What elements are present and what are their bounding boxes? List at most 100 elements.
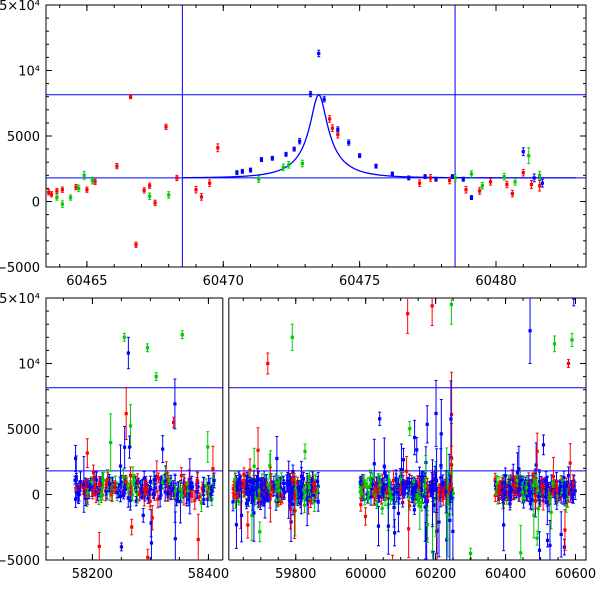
data-point [287,163,291,167]
y-tick-label: 1.5×10⁴ [0,292,40,307]
data-point [416,482,420,487]
data-point-group [68,194,73,201]
data-point [149,541,154,545]
data-point [239,500,243,504]
data-point [445,513,450,517]
data-point [425,537,429,541]
data-point [134,499,138,503]
data-point [444,490,448,494]
data-point [175,176,179,180]
data-point-group [296,479,300,496]
data-point [448,490,452,494]
data-point [239,513,244,517]
data-point [193,498,197,502]
data-point [374,164,378,168]
data-point-group [145,481,149,497]
data-point [532,513,536,517]
data-point [379,495,383,499]
data-point [530,479,534,483]
data-point [142,188,146,192]
data-point-group [421,470,425,483]
data-point [209,492,213,496]
data-point-group [418,179,422,187]
data-point [371,476,375,480]
data-point [216,146,220,150]
x-tick-label: 60600 [555,567,596,582]
data-point [60,188,64,192]
data-point-group [401,484,405,497]
data-point [290,488,294,492]
data-point [375,481,379,485]
data-point [168,492,172,496]
data-point-group [194,185,198,194]
data-point [246,523,250,527]
data-point-group [362,474,366,487]
data-point [365,492,369,496]
data-point [376,493,381,498]
data-point-group [179,467,183,484]
data-point-group [235,170,239,176]
data-point [428,176,433,180]
data-point [135,485,139,489]
data-point-group [434,471,438,486]
data-point [275,456,279,461]
data-point [233,497,238,501]
data-point [376,524,381,528]
data-point [411,497,415,501]
data-point [68,195,73,200]
data-point-group [256,427,260,474]
data-point [256,501,260,505]
data-point [261,496,265,500]
data-point-group [450,174,454,180]
data-point-group [395,482,399,503]
data-point [76,491,80,495]
data-point [302,503,307,507]
data-point [200,486,204,490]
data-point [155,474,159,479]
data-point-group [265,489,270,502]
data-point [423,484,428,488]
data-point-group [164,123,168,130]
data-point [397,496,401,500]
data-point [391,478,396,483]
data-point-group [156,472,161,484]
data-point-group [405,479,409,489]
data-point [425,422,429,426]
data-point [121,491,125,495]
data-point-group [358,153,362,159]
x-tick-label: 60480 [475,274,516,289]
data-point-group [263,478,267,519]
data-point [402,492,406,497]
data-point [152,493,156,497]
data-point [242,472,246,476]
y-tick-label: −5000 [0,261,40,276]
data-point [233,480,237,484]
data-point-group [148,192,152,201]
data-point-group [284,151,288,157]
data-point [252,511,256,515]
data-point [521,171,525,175]
data-point [387,478,391,482]
data-point [183,484,187,488]
data-point-group [201,476,206,504]
data-point [336,133,340,137]
data-point [314,478,318,483]
data-point [434,477,438,481]
data-point [269,480,273,484]
data-point [390,172,394,176]
data-point-group [142,187,146,194]
data-point [190,481,194,485]
data-point-group [233,469,237,490]
data-point [309,498,313,502]
data-point [380,481,384,485]
data-point [289,493,293,498]
data-point [175,493,179,497]
data-point [447,487,451,491]
data-point [382,464,386,468]
data-point-group [432,551,436,560]
data-point [278,485,282,489]
data-point [449,417,453,421]
data-point [147,488,152,492]
data-point-group [392,487,396,528]
data-point-group [447,483,451,495]
